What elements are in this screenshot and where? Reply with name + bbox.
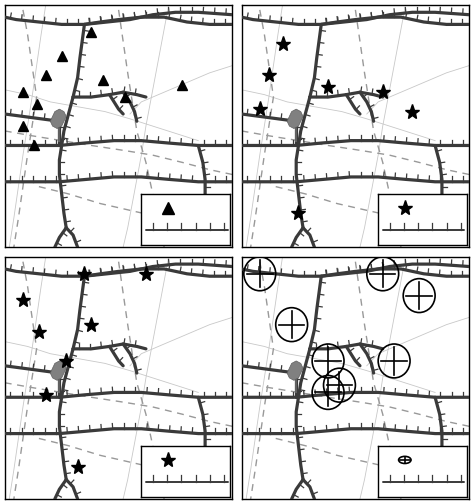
Polygon shape	[287, 361, 303, 381]
Polygon shape	[50, 361, 66, 381]
Polygon shape	[50, 109, 66, 129]
Polygon shape	[287, 109, 303, 129]
